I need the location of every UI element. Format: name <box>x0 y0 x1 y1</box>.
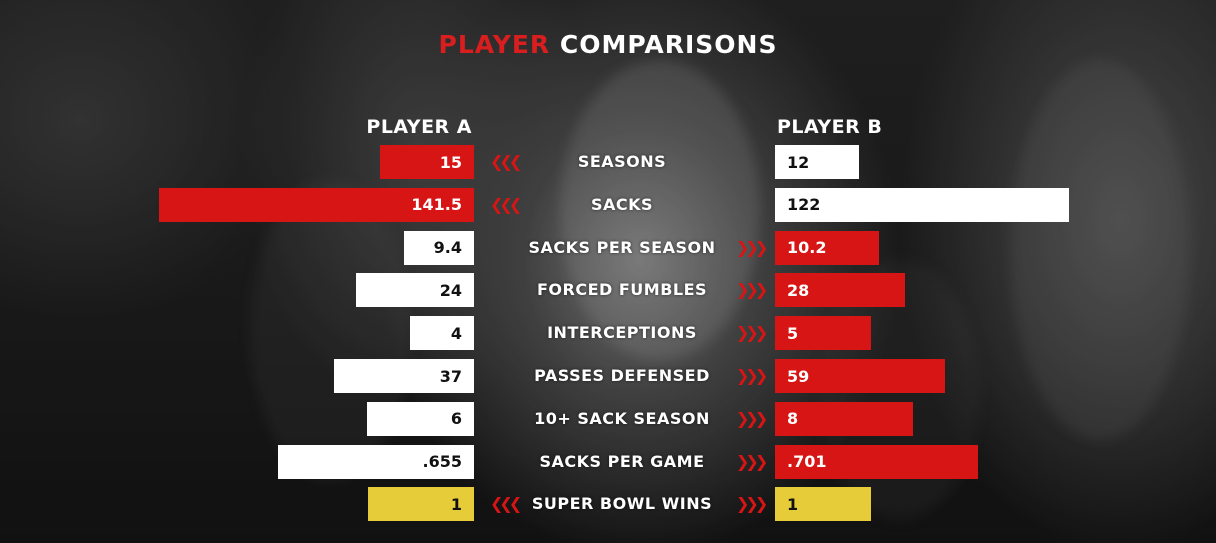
stat-label: SEASONS <box>577 152 667 171</box>
stat-label: SUPER BOWL WINS <box>531 494 713 514</box>
player-b-bar: 1 <box>775 487 871 522</box>
player-b-bar: 59 <box>775 359 945 393</box>
player-a-bar: 9.4 <box>404 230 474 265</box>
player-a-bar: 4 <box>410 316 474 351</box>
stat-label: FORCED FUMBLES <box>536 280 708 300</box>
player-b-bar: 122 <box>775 187 1069 222</box>
player-b-header: PLAYER B <box>777 116 883 138</box>
chevron-right-icon: ❯❯❯ <box>736 494 768 514</box>
chevron-left-icon: ❮❮❮ <box>490 494 522 514</box>
player-b-bar: 8 <box>775 401 913 436</box>
player-a-bar: 141.5 <box>159 187 474 222</box>
player-a-bar: .655 <box>278 444 474 479</box>
player-a-bar: 6 <box>367 401 474 436</box>
comparison-row: 4 INTERCEPTIONS 5 ❯❯❯ <box>0 316 1216 351</box>
chevron-left-icon: ❮❮❮ <box>490 194 522 214</box>
player-b-bar: 12 <box>775 145 859 179</box>
stat-label: PASSES DEFENSED <box>534 366 710 385</box>
title-rest: COMPARISONS <box>559 30 778 59</box>
background-figure <box>560 60 760 360</box>
player-b-bar: 28 <box>775 273 905 308</box>
comparison-row: 141.5 SACKS 122 ❮❮❮ <box>0 187 1216 222</box>
chevron-right-icon: ❯❯❯ <box>736 451 768 471</box>
stat-label: SACKS <box>590 194 654 214</box>
comparison-row: 1 SUPER BOWL WINS 1 ❮❮❮ ❯❯❯ <box>0 487 1216 522</box>
page-title: PLAYER COMPARISONS <box>0 30 1216 59</box>
stat-label: INTERCEPTIONS <box>547 323 697 343</box>
chevron-right-icon: ❯❯❯ <box>736 323 768 343</box>
comparison-row: 15 SEASONS 12 ❮❮❮ <box>0 145 1216 179</box>
comparison-row: .655 SACKS PER GAME .701 ❯❯❯ <box>0 444 1216 479</box>
player-a-bar: 37 <box>334 359 474 393</box>
chevron-right-icon: ❯❯❯ <box>736 237 768 257</box>
player-a-bar: 15 <box>380 145 474 179</box>
player-b-bar: .701 <box>775 444 978 479</box>
player-a-bar: 24 <box>356 273 474 308</box>
comparison-row: 37 PASSES DEFENSED 59 ❯❯❯ <box>0 359 1216 393</box>
comparison-row: 24 FORCED FUMBLES 28 ❯❯❯ <box>0 273 1216 308</box>
title-accent: PLAYER <box>438 30 551 59</box>
chevron-right-icon: ❯❯❯ <box>736 408 768 428</box>
player-a-header: PLAYER A <box>366 116 472 138</box>
chevron-left-icon: ❮❮❮ <box>490 152 522 171</box>
chevron-right-icon: ❯❯❯ <box>736 366 768 385</box>
comparison-row: 9.4 SACKS PER SEASON 10.2 ❯❯❯ <box>0 230 1216 265</box>
chevron-right-icon: ❯❯❯ <box>736 280 768 300</box>
comparison-row: 6 10+ SACK SEASON 8 ❯❯❯ <box>0 401 1216 436</box>
stat-label: SACKS PER SEASON <box>528 237 716 257</box>
player-a-bar: 1 <box>368 487 474 522</box>
stat-label: 10+ SACK SEASON <box>534 408 710 428</box>
stat-label: SACKS PER GAME <box>539 451 705 471</box>
player-b-bar: 5 <box>775 316 871 351</box>
background-figure <box>1010 60 1190 440</box>
player-b-bar: 10.2 <box>775 230 879 265</box>
